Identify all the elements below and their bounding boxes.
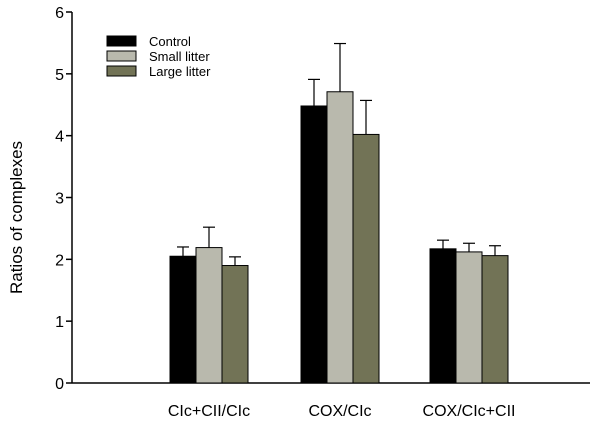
bar-1-0 [300,105,328,384]
error-bars [177,42,501,266]
bar-1-2 [352,133,380,384]
legend-swatch-0 [106,35,137,47]
category-label: COX/CIc+CII [423,403,516,420]
legend-swatch-1 [106,50,137,62]
legend-swatch-2 [106,65,137,77]
bar-1-1 [326,91,354,384]
bar-0-0 [169,255,197,384]
y-tick-label: 4 [55,129,64,146]
category-label: COX/CIc [308,403,371,420]
category-label: CIc+CII/CIc [168,403,250,420]
y-axis-title: Ratios of complexes [7,141,26,294]
bar-0-1 [195,247,223,384]
bars [169,91,509,384]
bar-2-0 [429,248,457,384]
y-tick-label: 2 [55,252,64,269]
bar-2-1 [455,251,483,384]
legend-label-1: Small litter [149,49,210,64]
y-tick-label: 6 [55,5,64,22]
y-tick-label: 0 [55,376,64,393]
legend-label-0: Control [149,34,191,49]
y-tick-label: 3 [55,191,64,208]
y-tick-label: 5 [55,67,64,84]
legend-label-2: Large litter [149,64,211,79]
y-axis: 0 1 2 3 4 5 6 [55,5,73,393]
bar-0-2 [221,265,249,384]
y-tick-label: 1 [55,314,64,331]
category-labels: CIc+CII/CIc COX/CIc COX/CIc+CII [168,403,516,420]
bar-2-2 [481,255,509,384]
